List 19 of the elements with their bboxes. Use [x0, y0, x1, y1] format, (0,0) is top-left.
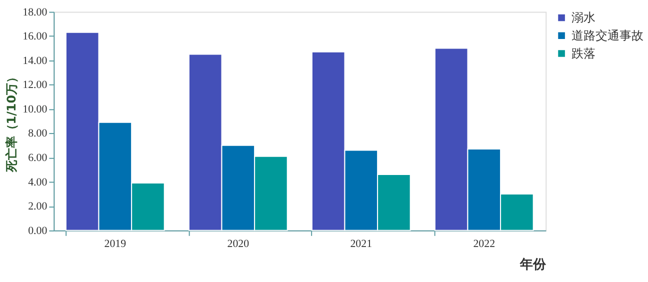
- x-tick-label: 2019: [104, 238, 127, 250]
- y-tick-label: 2.00: [28, 200, 48, 213]
- x-tick-label: 2022: [473, 238, 496, 250]
- y-tick-label: 4.00: [28, 176, 48, 188]
- legend-label: 道路交通事故: [571, 28, 644, 43]
- y-tick-label: 0.00: [28, 224, 48, 237]
- y-tick-label: 18.00: [22, 6, 48, 18]
- y-tick-label: 12.00: [22, 79, 48, 92]
- x-axis-title: 年份: [519, 258, 548, 273]
- x-tick-label: 2020: [227, 238, 250, 250]
- legend-label: 溺水: [571, 10, 596, 25]
- y-axis-title: 死亡率（1/10万）: [4, 71, 19, 174]
- y-tick-label: 16.00: [22, 30, 48, 43]
- y-tick-label: 10.00: [22, 103, 48, 116]
- x-tick-label: 2021: [350, 238, 372, 250]
- y-tick-label: 8.00: [28, 128, 48, 140]
- legend-label: 跌落: [571, 46, 596, 60]
- y-tick-label: 14.00: [22, 54, 48, 67]
- y-tick-label: 6.00: [28, 152, 48, 164]
